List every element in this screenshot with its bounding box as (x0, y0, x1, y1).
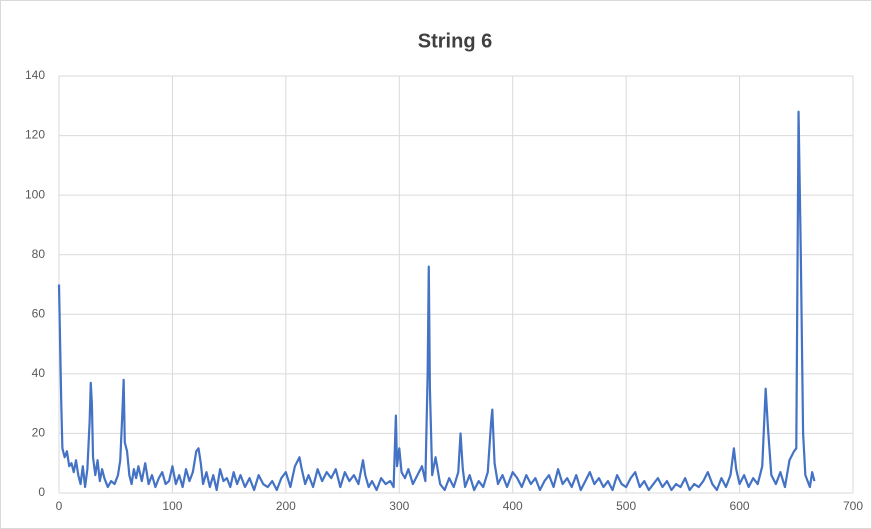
y-tick-label: 100 (25, 187, 45, 201)
x-tick-label: 0 (56, 499, 63, 513)
y-tick-label: 140 (25, 68, 45, 82)
x-tick-label: 600 (730, 499, 750, 513)
y-tick-label: 20 (32, 426, 46, 440)
chart-title: String 6 (418, 30, 492, 52)
x-tick-label: 400 (503, 499, 523, 513)
x-tick-label: 700 (843, 499, 863, 513)
x-tick-label: 500 (616, 499, 636, 513)
x-tick-label: 300 (389, 499, 409, 513)
y-tick-label: 120 (25, 128, 45, 142)
y-tick-label: 0 (38, 485, 45, 499)
x-tick-label: 100 (162, 499, 182, 513)
x-tick-label: 200 (276, 499, 296, 513)
y-tick-label: 40 (32, 366, 46, 380)
y-tick-label: 80 (32, 247, 46, 261)
line-series (57, 110, 816, 492)
y-tick-label: 60 (32, 306, 46, 320)
